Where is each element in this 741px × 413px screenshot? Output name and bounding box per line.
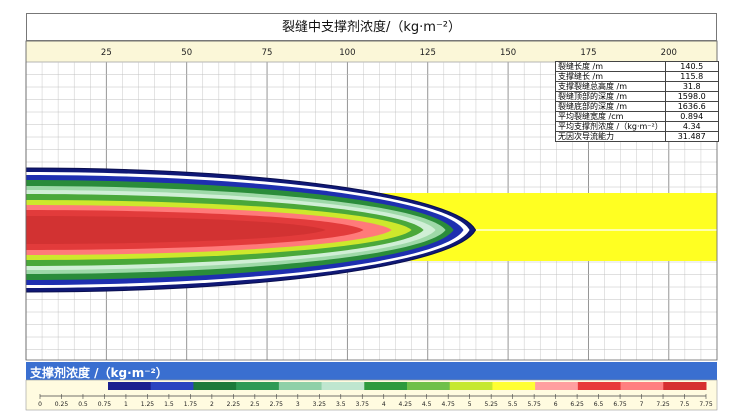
colorbar-swatch [278, 382, 323, 390]
colorbar-tick-label: 4.75 [442, 401, 456, 408]
colorbar-swatch [449, 382, 493, 390]
stats-value: 0.894 [664, 111, 719, 122]
colorbar-tick-label: 5.25 [484, 401, 498, 408]
colorbar-tick-label: 7 [640, 401, 644, 408]
colorbar-tick-label: 4.25 [399, 401, 413, 408]
stats-table: 裂缝长度 /m 140.5 支撑缝长 /m 115.8 支撑裂缝总高度 /m 31.8 裂缝… [555, 61, 719, 142]
stats-label: 无因次导流能力 [555, 131, 666, 142]
colorbar-tick-label: 4.5 [422, 401, 432, 408]
x-tick-label: 175 [580, 48, 596, 58]
stats-label: 支撑缝长 /m [555, 71, 666, 82]
stats-label: 裂缝长度 /m [555, 61, 666, 72]
colorbar-tick-label: 3.5 [336, 401, 346, 408]
colorbar-tick-label: 2 [210, 401, 214, 408]
stats-label: 平均支撑剂浓度 /（kg·m⁻²） [555, 121, 666, 132]
colorbar-tick-label: 7.5 [680, 401, 690, 408]
colorbar-tick-label: 1.75 [184, 401, 198, 408]
fracture-outline [25, 167, 477, 293]
colorbar-swatch [577, 382, 622, 390]
colorbar-tick-label: 7.75 [699, 401, 713, 408]
colorbar-tick-label: 7.25 [656, 401, 670, 408]
colorbar-tick-label: 6.25 [570, 401, 584, 408]
stats-value: 31.487 [664, 131, 719, 142]
stats-row: 平均支撑剂浓度 /（kg·m⁻²） 4.34 [555, 121, 719, 132]
colorbar-swatch [364, 382, 408, 390]
stats-row: 平均裂缝宽度 /cm 0.894 [555, 111, 719, 122]
colorbar-tick-label: 0.75 [98, 401, 112, 408]
stats-row: 支撑裂缝总高度 /m 31.8 [555, 81, 719, 92]
colorbar-swatch [108, 382, 152, 390]
colorbar-swatch [193, 382, 237, 390]
stats-label: 裂缝底部的深度 /m [555, 101, 666, 112]
colorbar-tick-label: 1 [124, 401, 128, 408]
colorbar-swatch [663, 382, 707, 390]
stats-row: 裂缝顶部的深度 /m 1598.0 [555, 91, 719, 102]
chart-title: 裂缝中支撑剂浓度/（kg·m⁻²） [26, 13, 717, 41]
colorbar-tick-label: 3 [296, 401, 300, 408]
colorbar-swatch [535, 382, 579, 390]
colorbar-swatch [150, 382, 194, 390]
stats-label: 平均裂缝宽度 /cm [555, 111, 666, 122]
stats-row: 无因次导流能力 31.487 [555, 131, 719, 142]
stats-value: 1598.0 [664, 91, 719, 102]
colorbar-swatch [620, 382, 664, 390]
stats-row: 支撑缝长 /m 115.8 [555, 71, 719, 82]
stats-value: 140.5 [664, 61, 719, 72]
legend-title: 支撑剂浓度 /（kg·m⁻²） [30, 366, 168, 380]
x-tick-label: 125 [420, 48, 436, 58]
colorbar-swatch [236, 382, 280, 390]
concentration-contour [26, 216, 326, 244]
x-tick-label: 75 [262, 48, 273, 58]
colorbar-tick-label: 0.25 [55, 401, 69, 408]
colorbar-tick-label: 5 [468, 401, 472, 408]
stats-value: 1636.6 [664, 101, 719, 112]
plot-frame [25, 40, 718, 361]
stats-row: 裂缝底部的深度 /m 1636.6 [555, 101, 719, 112]
stats-value: 31.8 [664, 81, 719, 92]
colorbar-tick-label: 2.75 [270, 401, 284, 408]
colorbar-tick-label: 5.5 [508, 401, 518, 408]
colorbar-tick-label: 6.5 [594, 401, 604, 408]
stats-label: 裂缝顶部的深度 /m [555, 91, 666, 102]
colorbar-tick-label: 6.75 [613, 401, 627, 408]
colorbar-tick-label: 2.5 [250, 401, 260, 408]
colorbar-tick-label: 0.5 [78, 401, 88, 408]
stats-value: 115.8 [664, 71, 719, 82]
colorbar-swatch [321, 382, 365, 390]
colorbar-tick-label: 1.25 [141, 401, 155, 408]
colorbar-header [26, 362, 717, 380]
colorbar-tick-label: 3.25 [313, 401, 327, 408]
x-tick-label: 100 [339, 48, 355, 58]
colorbar-swatch [492, 382, 536, 390]
x-tick-label: 150 [500, 48, 516, 58]
colorbar-tick-label: 2.25 [227, 401, 241, 408]
x-tick-label: 50 [181, 48, 192, 58]
colorbar-swatch [407, 382, 451, 390]
stats-row: 裂缝长度 /m 140.5 [555, 61, 719, 72]
stats-value: 4.34 [664, 121, 719, 132]
colorbar-tick-label: 3.75 [356, 401, 370, 408]
colorbar-tick-label: 0 [38, 401, 42, 408]
stats-label: 支撑裂缝总高度 /m [555, 81, 666, 92]
x-tick-label: 25 [101, 48, 112, 58]
x-tick-label: 200 [661, 48, 677, 58]
colorbar-tick-label: 6 [554, 401, 558, 408]
colorbar-tick-label: 5.75 [527, 401, 541, 408]
colorbar-tick-label: 1.5 [164, 401, 174, 408]
x-axis-strip [25, 40, 718, 63]
colorbar-tick-label: 4 [382, 401, 386, 408]
